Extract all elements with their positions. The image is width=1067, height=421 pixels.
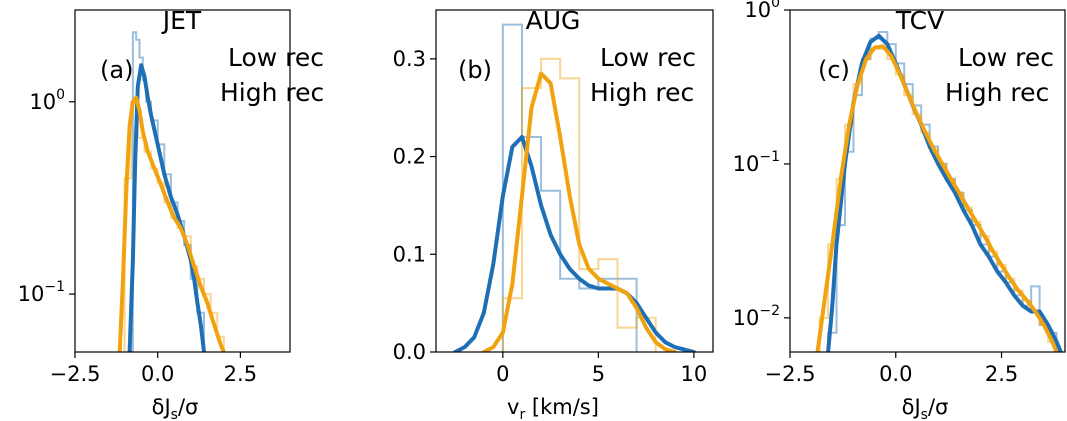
legend-low-rec: Low rec bbox=[600, 43, 696, 72]
x-tick-label: 10 bbox=[681, 362, 708, 386]
x-label-sub: s bbox=[171, 407, 178, 421]
x-label-v: v bbox=[507, 395, 519, 419]
x-tick-label: −2.5 bbox=[765, 362, 816, 386]
y-tick-label: 10−1 bbox=[18, 279, 65, 306]
x-label-delta: δJ bbox=[902, 395, 921, 419]
panel-label: (a) bbox=[100, 56, 133, 84]
y-tick-label: 10−1 bbox=[733, 149, 780, 176]
kde-line-high bbox=[815, 44, 1059, 352]
panel-label: (c) bbox=[818, 56, 850, 84]
panel-tcv: TCV (c) Low rec High rec δJs/σ −2.5 0.0 2.… bbox=[733, 0, 1066, 421]
x-tick-label: 0.0 bbox=[879, 362, 912, 386]
x-tick-label: 0 bbox=[496, 362, 509, 386]
legend-low-rec: Low rec bbox=[228, 43, 324, 72]
histogram-low bbox=[501, 23, 638, 352]
x-label-unit: [km/s] bbox=[525, 395, 599, 419]
x-tick-label: 2.5 bbox=[985, 362, 1018, 386]
axes-frame bbox=[435, 9, 714, 353]
x-tick-label: 0.0 bbox=[141, 362, 174, 386]
y-tick-label: 0.3 bbox=[393, 47, 426, 71]
panel-aug: AUG (b) Low rec High rec vr [km/s] 0 5 10 0… bbox=[393, 6, 714, 421]
x-axis-label: vr [km/s] bbox=[507, 395, 599, 421]
panel-label: (b) bbox=[458, 56, 492, 84]
x-axis-label: δJs/σ bbox=[152, 395, 199, 421]
panel-jet: JET (a) Low rec High rec δJs/σ −2.5 0.0 2.… bbox=[18, 6, 325, 421]
histogram-low bbox=[128, 31, 205, 352]
panel-title: JET bbox=[161, 6, 202, 35]
plot-area bbox=[117, 31, 226, 352]
y-tick-label: 0.1 bbox=[393, 242, 426, 266]
plot-area bbox=[815, 30, 1063, 352]
x-label-delta: δJ bbox=[152, 395, 171, 419]
kde-line-high bbox=[481, 71, 677, 352]
legend-high-rec: High rec bbox=[945, 78, 1049, 107]
x-axis-label: δJs/σ bbox=[902, 395, 949, 421]
y-tick-label: 0.2 bbox=[393, 145, 426, 169]
x-label-tail: /σ bbox=[178, 395, 198, 419]
histogram-high bbox=[501, 57, 657, 352]
x-tick-label: −2.5 bbox=[50, 362, 101, 386]
plot-area bbox=[453, 23, 696, 352]
axes-frame bbox=[789, 9, 1066, 353]
y-tick-label: 100 bbox=[29, 87, 65, 114]
x-label-sub: s bbox=[921, 407, 928, 421]
x-tick-label: 2.5 bbox=[224, 362, 257, 386]
kde-line-high bbox=[117, 95, 226, 352]
panel-title: TCV bbox=[895, 6, 944, 35]
y-tick-label: 100 bbox=[744, 0, 780, 22]
x-label-tail: /σ bbox=[928, 395, 948, 419]
panel-title: AUG bbox=[526, 6, 581, 35]
kde-line-low bbox=[453, 135, 696, 352]
y-tick-label: 10−2 bbox=[733, 303, 780, 330]
legend-high-rec: High rec bbox=[220, 78, 324, 107]
legend-high-rec: High rec bbox=[590, 78, 694, 107]
x-tick-label: 5 bbox=[592, 362, 605, 386]
axes-frame bbox=[74, 9, 291, 353]
x-label-sub: r bbox=[519, 407, 525, 421]
y-tick-label: 0.0 bbox=[393, 340, 426, 364]
legend-low-rec: Low rec bbox=[958, 43, 1054, 72]
